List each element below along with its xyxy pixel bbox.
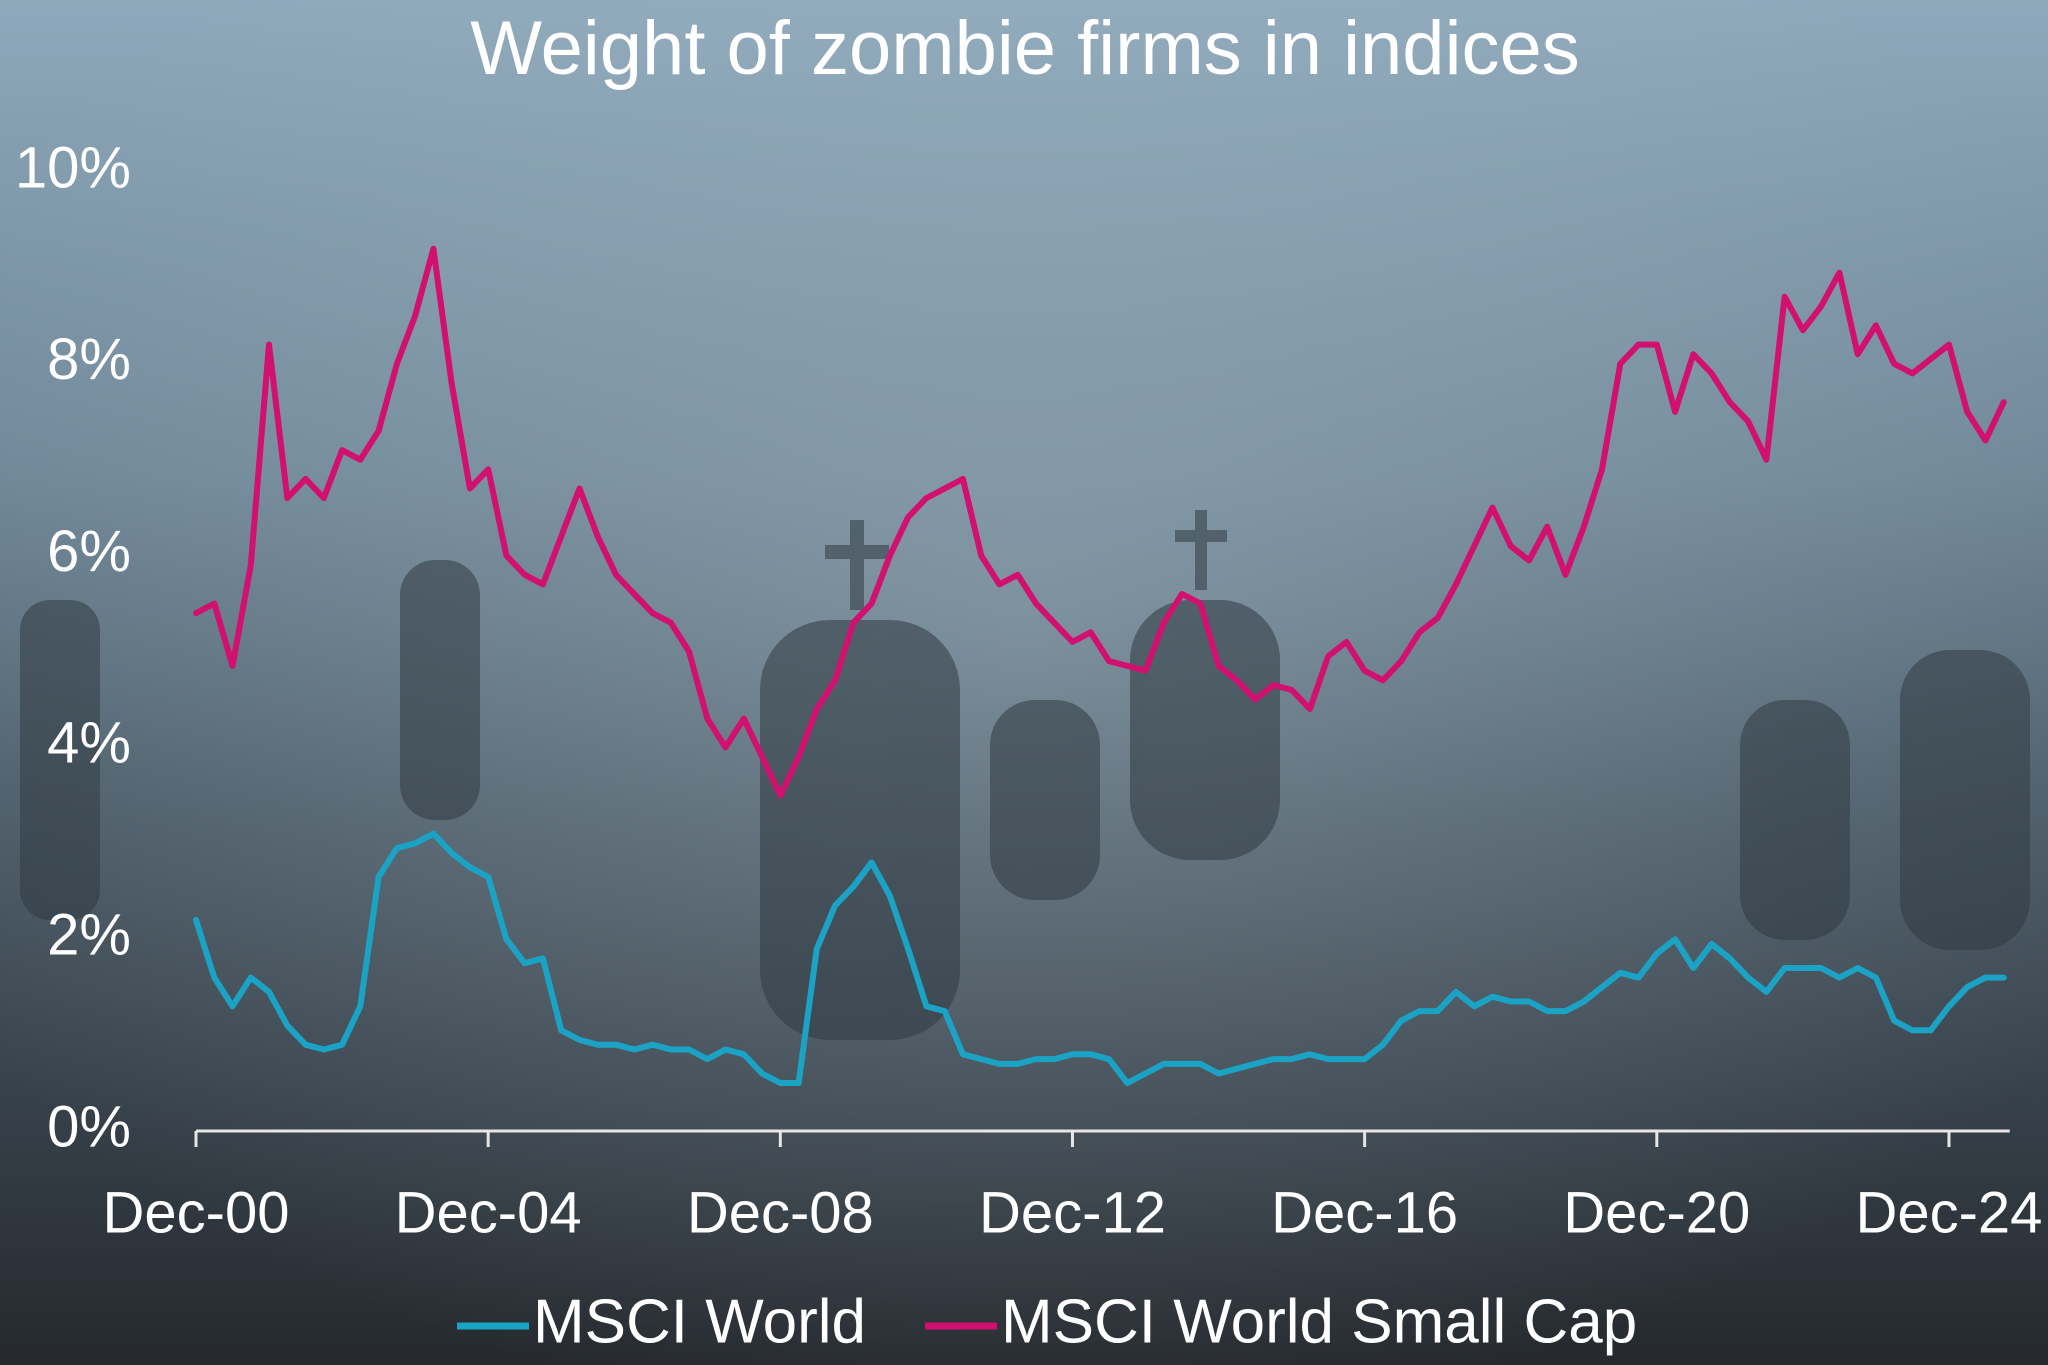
y-tick-label: 0%	[47, 1094, 131, 1159]
x-tick-label: Dec-04	[395, 1180, 582, 1245]
series-line	[193, 245, 2007, 799]
legend-label: MSCI World	[533, 1287, 866, 1356]
y-tick-label: 4%	[47, 711, 131, 776]
x-tick-label: Dec-24	[1855, 1180, 2042, 1245]
y-tick-label: 10%	[15, 135, 131, 200]
series-line	[193, 830, 2007, 1086]
legend-label: MSCI World Small Cap	[1001, 1287, 1637, 1356]
x-tick-label: Dec-00	[103, 1180, 290, 1245]
y-tick-label: 2%	[47, 903, 131, 968]
x-tick-label: Dec-08	[687, 1180, 874, 1245]
x-tick-label: Dec-16	[1271, 1180, 1458, 1245]
x-tick-label: Dec-12	[979, 1180, 1166, 1245]
y-tick-label: 8%	[47, 327, 131, 392]
y-tick-label: 6%	[47, 519, 131, 584]
chart-title: Weight of zombie firms in indices	[470, 6, 1579, 91]
graveyard-silhouettes	[20, 510, 2030, 1040]
x-tick-label: Dec-20	[1563, 1180, 1750, 1245]
